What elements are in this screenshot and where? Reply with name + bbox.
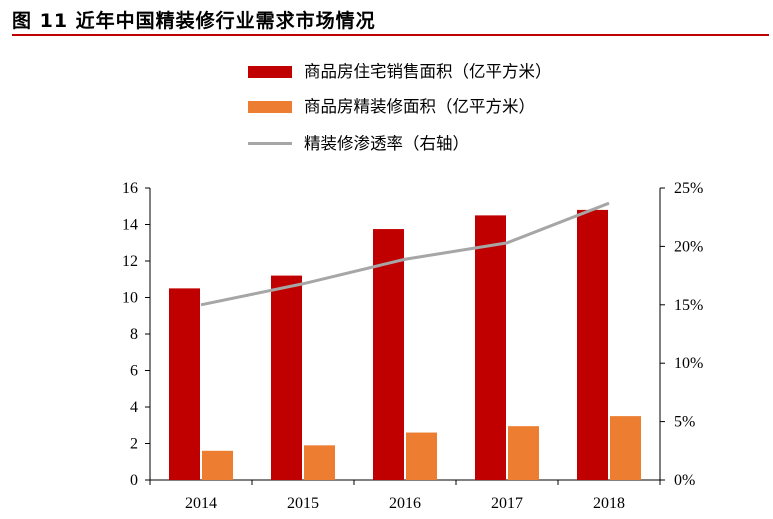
bar-sales-area xyxy=(271,275,302,480)
title-underline xyxy=(12,34,769,36)
legend-swatch-sales-area xyxy=(248,66,292,78)
x-tick-label: 2016 xyxy=(389,495,421,512)
figure-title: 图 11 近年中国精装修行业需求市场情况 xyxy=(12,10,376,32)
y-left-tick-label: 6 xyxy=(130,363,138,380)
y-right-tick-label: 20% xyxy=(674,238,703,255)
legend-swatch-penetration xyxy=(248,142,292,145)
x-tick-label: 2015 xyxy=(287,495,319,512)
y-left-tick-label: 8 xyxy=(130,326,138,343)
x-tick-label: 2017 xyxy=(491,495,523,512)
y-left-tick-label: 12 xyxy=(122,253,138,270)
bar-decorated-area xyxy=(202,450,233,480)
bar-decorated-area xyxy=(508,426,539,480)
x-tick-label: 2014 xyxy=(185,495,217,512)
y-right-tick-label: 0% xyxy=(674,472,695,489)
y-left-tick-label: 4 xyxy=(130,399,138,416)
y-right-tick-label: 5% xyxy=(674,414,695,431)
legend-label-decorated-area: 商品房精装修面积（亿平方米） xyxy=(304,97,535,116)
legend: 商品房住宅销售面积（亿平方米） 商品房精装修面积（亿平方米） 精装修渗透率（右轴… xyxy=(0,0,773,160)
y-left-tick-label: 2 xyxy=(130,436,138,453)
y-right-tick-label: 15% xyxy=(674,297,703,314)
y-right-tick-label: 25% xyxy=(674,180,703,197)
bar-sales-area xyxy=(169,288,200,480)
bar-decorated-area xyxy=(610,416,641,480)
bar-decorated-area xyxy=(406,432,437,480)
bar-sales-area xyxy=(475,215,506,480)
legend-label-sales-area: 商品房住宅销售面积（亿平方米） xyxy=(304,62,552,81)
figure-header: 图 11 近年中国精装修行业需求市场情况 xyxy=(0,0,773,40)
line-penetration-rate xyxy=(200,201,610,307)
y-left-tick-label: 16 xyxy=(122,180,138,197)
y-left-tick-label: 14 xyxy=(122,217,138,234)
bar-sales-area xyxy=(373,229,404,480)
bar-decorated-area xyxy=(304,445,335,480)
y-left-tick-label: 10 xyxy=(122,290,138,307)
x-tick-label: 2018 xyxy=(593,495,625,512)
y-left-tick-label: 0 xyxy=(130,472,138,489)
y-right-tick-label: 10% xyxy=(674,355,703,372)
bar-sales-area xyxy=(577,209,608,480)
legend-label-penetration: 精装修渗透率（右轴） xyxy=(304,134,469,153)
legend-swatch-decorated-area xyxy=(248,101,292,113)
